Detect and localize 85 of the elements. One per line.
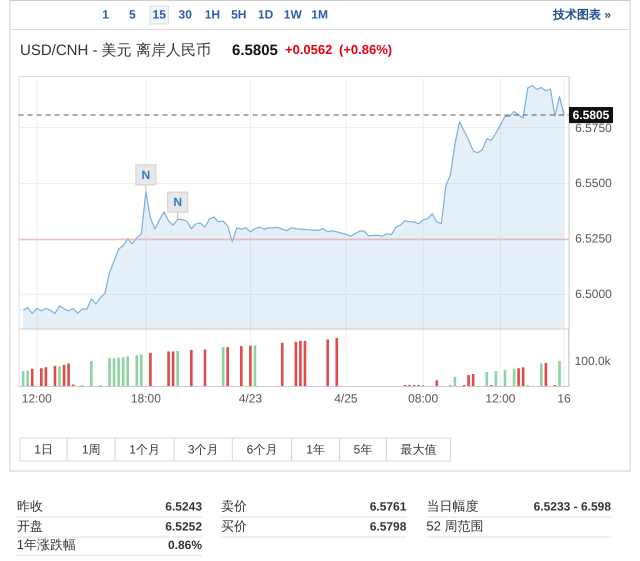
bar (204, 350, 206, 386)
text: 3个月 (188, 442, 219, 456)
bar (54, 366, 56, 386)
text: 买价 (221, 518, 247, 534)
y-tick-label: 6.5250 (575, 232, 612, 246)
text: 5年 (354, 442, 372, 456)
text: 开盘 (16, 518, 43, 534)
bar (540, 363, 543, 386)
bar (22, 371, 24, 386)
bar (67, 363, 70, 386)
bar (40, 368, 43, 386)
bar (454, 376, 456, 386)
bar (467, 374, 470, 386)
text: 0.86% (168, 538, 202, 552)
bar (304, 340, 306, 386)
bar (149, 352, 152, 386)
bar (280, 342, 284, 386)
bar (135, 355, 138, 386)
ref-line-label: 6.5805 (572, 108, 610, 122)
bar (190, 350, 193, 386)
text: 6.5233 - 6.598 (534, 499, 612, 514)
chart-subtitle: 6.5805 +0.0562 (+0.86%) (232, 42, 392, 59)
bar (435, 380, 438, 386)
bar (299, 340, 302, 386)
text: 6.5798 (370, 519, 407, 534)
bar (494, 371, 498, 386)
text: 1年 (306, 442, 325, 456)
text: 6.5761 (370, 499, 407, 514)
y-tick-label: 6.5500 (575, 176, 612, 190)
text: 卖价 (221, 498, 247, 514)
bar (58, 366, 61, 386)
x-tick-label: 4/25 (334, 392, 358, 406)
bar (176, 350, 180, 386)
bar (254, 345, 256, 386)
bar (26, 370, 30, 386)
text: 技术图表 » (552, 7, 612, 22)
annotation: N (142, 168, 150, 182)
bar (522, 367, 524, 386)
bar (167, 351, 170, 386)
bar (294, 342, 298, 386)
bar (30, 368, 34, 386)
x-tick-label: 4/23 (238, 392, 262, 406)
bar (249, 346, 252, 386)
bar (62, 364, 66, 386)
text: 52 周范围 (426, 518, 484, 534)
bar (504, 370, 506, 386)
y-tick-label: 6.5000 (575, 287, 612, 302)
bar (90, 361, 93, 386)
x-tick-label: 08:00 (408, 392, 438, 406)
x-tick-label: 12:00 (485, 392, 516, 406)
bar (172, 351, 174, 386)
y-tick-label: 6.5750 (575, 120, 612, 135)
text: 当日幅度 (426, 498, 478, 514)
chart-title: USD/CNH - 美元 离岸人民币 (20, 42, 211, 59)
text: 昨收 (16, 498, 43, 514)
x-tick-label: 18:00 (130, 392, 162, 406)
bar (240, 346, 243, 386)
bar (226, 347, 230, 386)
bar (472, 374, 474, 386)
annotation: N (173, 195, 182, 210)
text: 1日 (34, 442, 53, 456)
text: 1 5 15 30 1H 5H 1D 1W 1M (102, 7, 328, 22)
text: 1年涨跌幅 (16, 537, 76, 552)
bar (117, 358, 120, 386)
bar (122, 357, 124, 386)
x-tick-label: 16 (557, 392, 572, 406)
bar (558, 361, 561, 386)
bar (512, 368, 516, 386)
bar (326, 339, 330, 386)
bar (517, 368, 520, 386)
bar (485, 372, 488, 386)
bar (140, 354, 143, 386)
bar (44, 367, 48, 386)
bar (222, 347, 224, 386)
text: 6个月 (246, 442, 278, 456)
text: 100.0k (574, 354, 612, 368)
text: 6.5243 (165, 499, 202, 514)
text: 1周 (82, 442, 101, 456)
x-tick-label: 12:00 (22, 392, 52, 406)
bar (335, 338, 338, 386)
text: 最大值 (400, 442, 436, 456)
text: 1个月 (129, 442, 160, 456)
bar (126, 356, 130, 386)
text: 6.5252 (165, 519, 202, 534)
bar (544, 362, 548, 386)
